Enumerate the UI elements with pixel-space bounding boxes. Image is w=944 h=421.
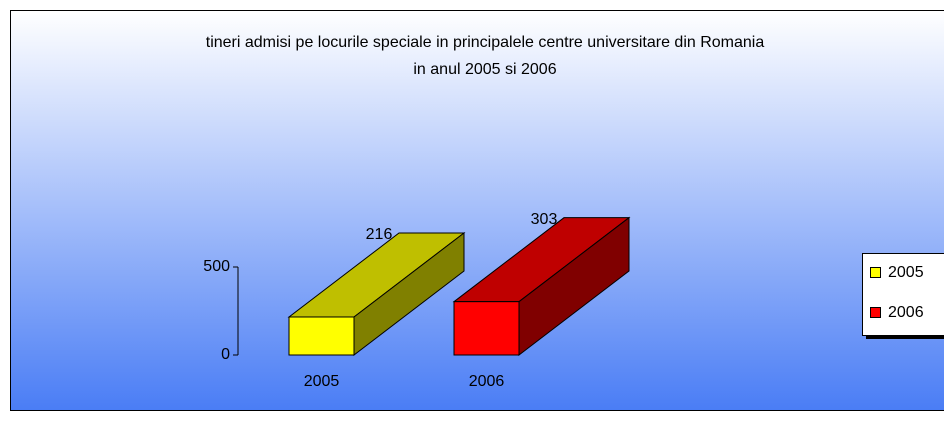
chart-title: in anul 2005 si 2006 (413, 61, 556, 78)
bar (288, 316, 355, 356)
legend-swatch (870, 307, 881, 318)
legend-label: 2006 (888, 304, 924, 321)
y-tick-label: 500 (203, 258, 230, 275)
bar (453, 301, 520, 356)
data-label: 216 (366, 226, 393, 243)
x-tick-label: 2006 (469, 373, 505, 390)
legend-swatch (870, 267, 881, 278)
legend-label: 2005 (888, 264, 924, 281)
chart-title: tineri admisi pe locurile speciale in pr… (206, 34, 765, 51)
x-tick-label: 2005 (304, 373, 340, 390)
data-label: 303 (531, 211, 558, 228)
y-tick-label: 0 (221, 346, 230, 363)
